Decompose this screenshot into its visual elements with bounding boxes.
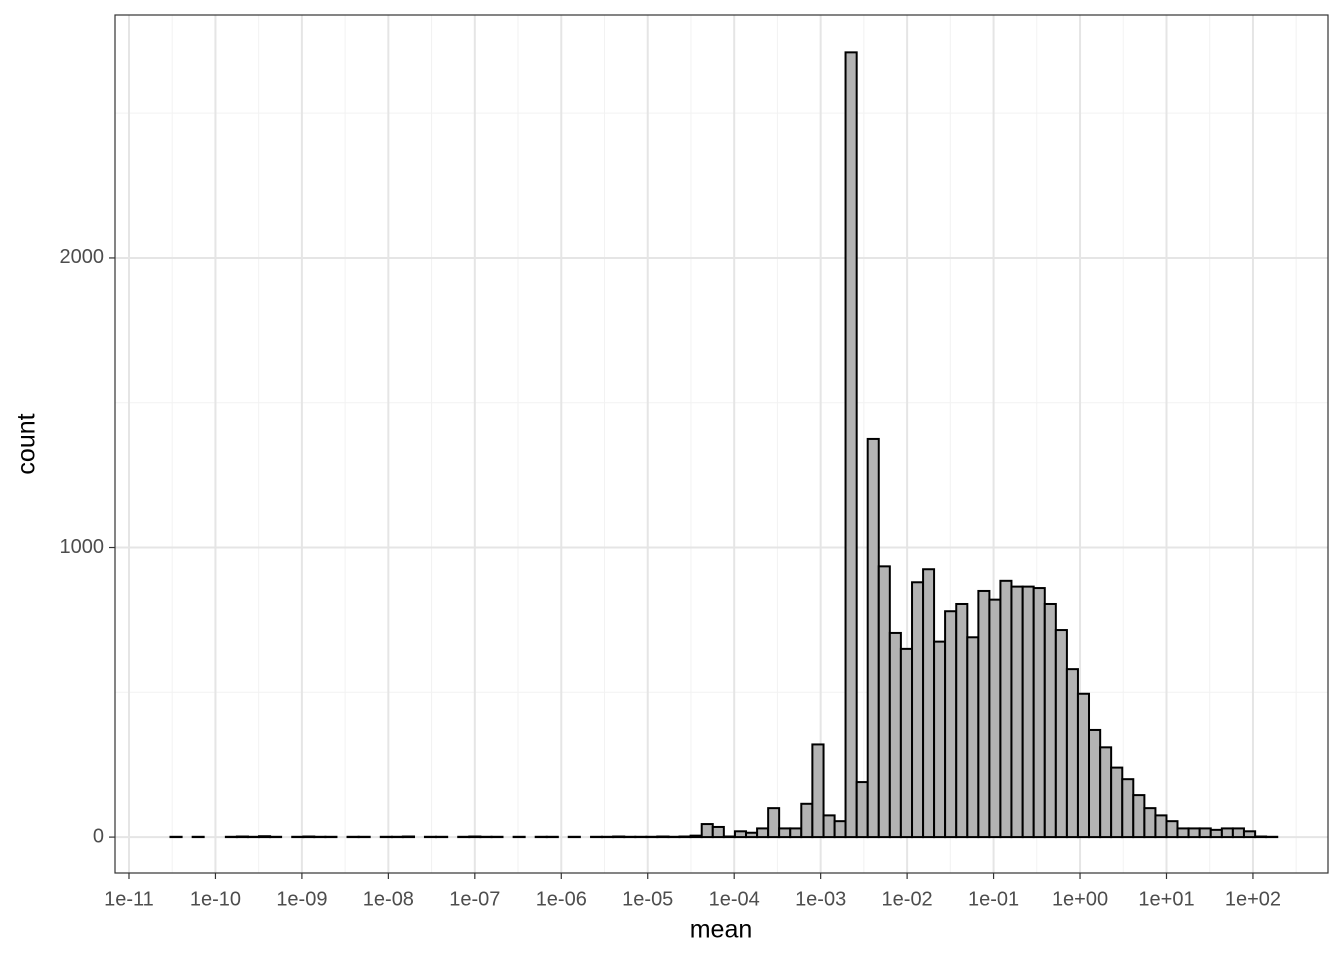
x-tick-label: 1e+00: [1052, 888, 1108, 910]
bar: [1078, 694, 1089, 837]
bar: [1045, 604, 1056, 837]
bar: [237, 837, 248, 838]
bar: [1222, 828, 1233, 837]
x-tick-label: 1e-11: [104, 888, 154, 910]
bar: [835, 821, 846, 837]
bar: [923, 569, 934, 837]
bar: [1233, 828, 1244, 837]
bar: [868, 439, 879, 837]
bar: [469, 837, 480, 838]
bar: [403, 837, 414, 838]
bar: [1244, 831, 1255, 837]
bar: [746, 833, 757, 837]
bar: [824, 815, 835, 837]
bar: [989, 600, 1000, 837]
x-tick-label: 1e+01: [1138, 888, 1194, 910]
bar: [259, 836, 270, 837]
y-tick-label: 1000: [60, 536, 105, 558]
bar: [1100, 747, 1111, 837]
bar: [1255, 837, 1266, 838]
bar: [1089, 730, 1100, 837]
bar: [901, 649, 912, 837]
x-tick-label: 1e-10: [190, 888, 241, 910]
bar: [934, 642, 945, 837]
x-tick-label: 1e-02: [882, 888, 933, 910]
x-tick-label: 1e-04: [709, 888, 760, 910]
x-tick-label: 1e+02: [1225, 888, 1281, 910]
x-tick-label: 1e-05: [622, 888, 673, 910]
y-tick-label: 2000: [60, 246, 105, 268]
bar: [1144, 808, 1155, 837]
bar: [1177, 828, 1188, 837]
bar: [912, 582, 923, 837]
bar: [303, 837, 314, 838]
bar: [1133, 795, 1144, 837]
bar: [1056, 630, 1067, 837]
bar: [812, 744, 823, 837]
x-tick-label: 1e-09: [276, 888, 327, 910]
bar: [790, 828, 801, 837]
x-axis-title: mean: [690, 916, 753, 944]
bar: [978, 591, 989, 837]
bar: [945, 611, 956, 837]
bar: [1023, 587, 1034, 837]
bar: [846, 52, 857, 837]
bar: [657, 837, 668, 838]
bar: [613, 837, 624, 838]
x-tick-label: 1e-06: [536, 888, 587, 910]
bar: [691, 836, 702, 837]
y-axis-title: count: [13, 413, 41, 474]
bar: [680, 837, 691, 838]
bar: [879, 566, 890, 837]
bar: [1000, 581, 1011, 837]
bar: [757, 828, 768, 837]
bar: [1211, 830, 1222, 837]
x-tick-label: 1e-03: [795, 888, 846, 910]
bar: [702, 824, 713, 837]
bar: [857, 782, 868, 837]
bar: [1067, 669, 1078, 837]
bar: [1155, 815, 1166, 837]
y-tick-label: 0: [93, 825, 104, 847]
bar: [1200, 828, 1211, 837]
bar: [735, 831, 746, 837]
bar: [890, 633, 901, 837]
bar: [713, 827, 724, 837]
bar: [1122, 779, 1133, 837]
bar: [1166, 821, 1177, 837]
x-tick-label: 1e-01: [968, 888, 1019, 910]
x-tick-label: 1e-07: [449, 888, 500, 910]
bar: [768, 808, 779, 837]
bar: [956, 604, 967, 837]
bar: [967, 637, 978, 837]
x-tick-label: 1e-08: [363, 888, 414, 910]
bar: [1034, 588, 1045, 837]
bar: [724, 837, 735, 838]
bar: [1111, 768, 1122, 837]
bar: [779, 828, 790, 837]
bar: [1189, 828, 1200, 837]
bar: [801, 804, 812, 837]
bar: [1011, 587, 1022, 837]
